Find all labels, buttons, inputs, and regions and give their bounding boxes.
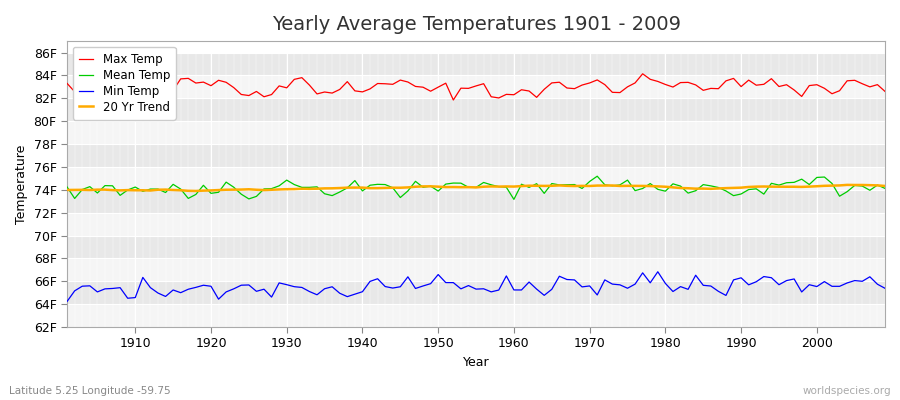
Max Temp	[879, 89, 890, 94]
Line: Max Temp: Max Temp	[68, 74, 885, 101]
Max Temp	[607, 90, 617, 95]
Bar	[68, 144, 885, 167]
20 Yr Trend	[122, 188, 133, 192]
Min Temp	[62, 299, 73, 304]
Min Temp	[508, 288, 519, 292]
Mean Temp	[592, 174, 603, 178]
Bar	[68, 190, 885, 213]
Max Temp	[160, 99, 171, 104]
Text: worldspecies.org: worldspecies.org	[803, 386, 891, 396]
Max Temp	[516, 87, 526, 92]
20 Yr Trend	[516, 184, 526, 188]
Mean Temp	[62, 185, 73, 190]
Bar	[68, 121, 885, 144]
20 Yr Trend	[879, 184, 890, 188]
Mean Temp	[334, 190, 345, 194]
Bar	[68, 281, 885, 304]
Min Temp	[599, 278, 610, 282]
Max Temp	[296, 75, 307, 80]
Bar	[68, 258, 885, 281]
Y-axis label: Temperature: Temperature	[15, 144, 28, 224]
Max Temp	[122, 92, 133, 97]
Min Temp	[122, 296, 133, 301]
Min Temp	[501, 274, 512, 278]
Title: Yearly Average Temperatures 1901 - 2009: Yearly Average Temperatures 1901 - 2009	[272, 15, 680, 34]
Bar	[68, 98, 885, 121]
Max Temp	[637, 71, 648, 76]
Bar	[68, 213, 885, 236]
Min Temp	[289, 284, 300, 289]
Min Temp	[652, 269, 663, 274]
20 Yr Trend	[62, 188, 73, 192]
Bar	[68, 52, 885, 76]
Min Temp	[879, 286, 890, 291]
Bar	[68, 167, 885, 190]
Max Temp	[342, 79, 353, 84]
Mean Temp	[879, 186, 890, 191]
Text: Latitude 5.25 Longitude -59.75: Latitude 5.25 Longitude -59.75	[9, 386, 171, 396]
20 Yr Trend	[607, 183, 617, 188]
Legend: Max Temp, Mean Temp, Min Temp, 20 Yr Trend: Max Temp, Mean Temp, Min Temp, 20 Yr Tre…	[73, 47, 176, 120]
Mean Temp	[508, 197, 519, 202]
20 Yr Trend	[342, 185, 353, 190]
Mean Temp	[289, 182, 300, 187]
Mean Temp	[501, 185, 512, 190]
Mean Temp	[516, 182, 526, 187]
X-axis label: Year: Year	[463, 356, 490, 369]
20 Yr Trend	[842, 182, 852, 187]
20 Yr Trend	[508, 184, 519, 189]
Line: 20 Yr Trend: 20 Yr Trend	[68, 185, 885, 191]
Min Temp	[334, 291, 345, 296]
Bar	[68, 304, 885, 327]
Line: Mean Temp: Mean Temp	[68, 176, 885, 199]
Max Temp	[62, 81, 73, 86]
Line: Min Temp: Min Temp	[68, 272, 885, 301]
Bar	[68, 236, 885, 258]
Mean Temp	[615, 182, 626, 187]
20 Yr Trend	[296, 186, 307, 191]
Bar	[68, 76, 885, 98]
20 Yr Trend	[191, 188, 202, 193]
Mean Temp	[122, 188, 133, 192]
Max Temp	[508, 92, 519, 97]
